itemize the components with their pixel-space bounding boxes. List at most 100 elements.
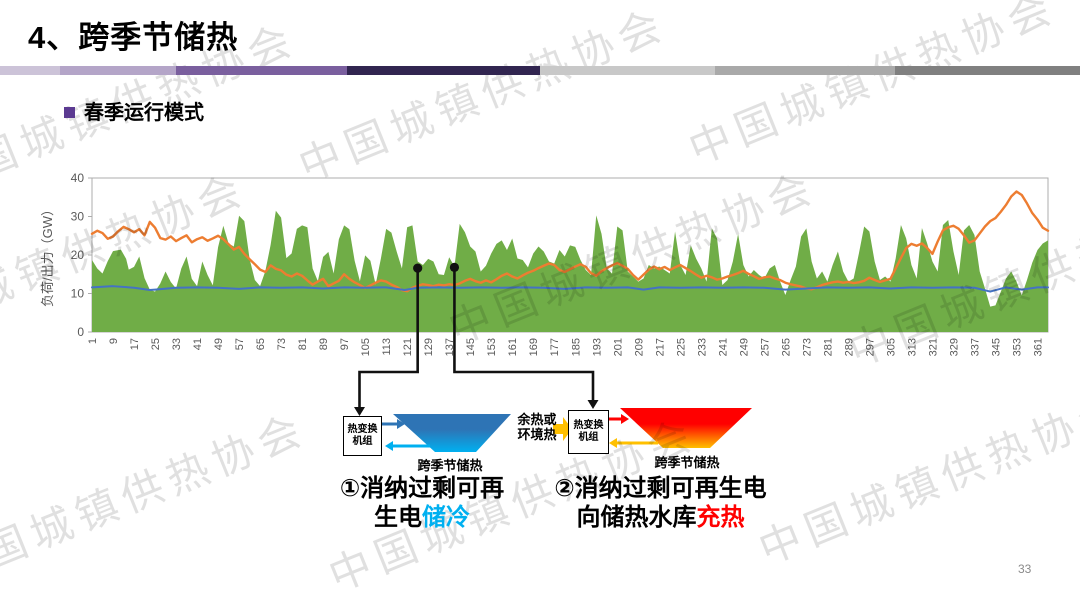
x-tick-label: 49 [213,338,225,350]
x-tick-label: 193 [591,338,603,356]
x-tick-label: 185 [570,338,582,356]
section-heading-label: 春季运行模式 [84,102,204,124]
series-blue-line [91,285,1049,293]
source-label-line1: 余热或 [517,412,557,427]
series-green-area [92,210,1048,332]
x-tick-label: 281 [822,338,834,356]
unit-box-label-line1: 热变换 [573,420,604,431]
x-tick-label: 113 [381,338,393,356]
x-tick-label: 177 [549,338,561,356]
title-divider-bar [0,66,1080,75]
y-tick-label: 0 [77,325,84,339]
x-tick-label: 225 [675,338,687,356]
page-number: 33 [1018,562,1032,576]
x-tick-label: 145 [465,338,477,356]
x-tick-label: 361 [1032,338,1044,356]
caption-line1: ①消纳过剩可再 [339,475,505,502]
x-tick-label: 153 [486,338,498,356]
x-tick-label: 241 [717,338,729,356]
caption-line2: 向储热水库充热 [576,504,745,531]
x-tick-label: 329 [948,338,960,356]
seasonal-storage-label-right: 跨季节储热 [654,455,720,470]
heat-exchange-unit-box-right: 热变换 机组 [568,410,609,454]
x-tick-label: 257 [759,338,771,356]
heat-exchange-unit-box-left: 热变换 机组 [343,416,382,456]
x-tick-label: 41 [192,338,204,350]
divider-segment [540,66,715,75]
x-tick-label: 33 [171,338,183,350]
unit-box-label-line2: 机组 [578,432,599,443]
callout-dot [413,263,423,273]
divider-segment [0,66,60,75]
x-tick-label: 217 [654,338,666,356]
slide-title: 4、跨季节储热 [28,20,239,55]
x-tick-label: 73 [276,338,288,350]
source-heat-arrow [553,417,572,441]
x-tick-label: 209 [633,338,645,356]
divider-segment [895,66,1080,75]
x-tick-label: 9 [108,338,120,344]
x-tick-label: 17 [129,338,141,350]
divider-segment [60,66,176,75]
x-tick-label: 313 [906,338,918,356]
y-tick-label: 30 [71,210,85,224]
charge-arrow-right-head [621,414,629,424]
divider-segment [176,66,347,75]
x-tick-label: 97 [339,338,351,350]
x-tick-label: 161 [507,338,519,356]
divider-segment [347,66,540,75]
x-tick-label: 273 [801,338,813,356]
callout-arrowhead [587,400,599,409]
x-tick-label: 81 [297,338,309,350]
y-axis-title: 负荷/出力（GW） [40,203,55,307]
x-tick-label: 265 [780,338,792,356]
caption-charge-heat: ②消纳过剩可再生电 向储热水库充热 [533,474,788,532]
x-tick-label: 105 [360,338,372,356]
source-label-line2: 环境热 [517,427,557,442]
x-tick-label: 1 [87,338,99,344]
x-tick-label: 57 [234,338,246,350]
callout-line [358,268,419,408]
x-tick-label: 169 [528,338,540,356]
x-tick-label: 321 [927,338,939,356]
unit-box-label-line2: 机组 [352,436,373,447]
callout-line [453,267,595,401]
cold-storage-tank [393,414,511,452]
x-tick-label: 297 [864,338,876,356]
x-tick-label: 121 [402,338,414,356]
x-tick-label: 89 [318,338,330,350]
x-tick-label: 25 [150,338,162,350]
section-heading: 春季运行模式 [64,96,204,125]
x-tick-label: 289 [843,338,855,356]
y-tick-label: 10 [71,287,85,301]
x-tick-label: 305 [885,338,897,356]
y-tick-label: 40 [71,171,85,185]
unit-box-label-line1: 热变换 [347,424,378,435]
x-tick-label: 249 [738,338,750,356]
x-tick-label: 233 [696,338,708,356]
x-tick-label: 65 [255,338,267,350]
callout-dot [449,262,460,272]
caption-store-cold: ①消纳过剩可再 生电储冷 [322,474,522,532]
x-tick-label: 353 [1011,338,1023,356]
heat-storage-tank [620,408,752,448]
return-arrow-left-head [385,441,393,451]
highlight-store-cold: 储冷 [422,504,470,531]
seasonal-storage-label-left: 跨季节储热 [417,458,483,473]
x-tick-label: 345 [990,338,1002,356]
highlight-charge-heat: 充热 [696,504,745,531]
series-orange-line [90,190,1050,293]
caption-line1: ②消纳过剩可再生电 [554,475,767,502]
divider-segment [715,66,895,75]
bullet-square-icon [64,107,75,118]
x-tick-label: 129 [423,338,435,356]
callout-arrowhead [354,407,365,416]
charge-arrow-left-head [397,419,405,429]
waste-heat-source-label: 余热或 环境热 [516,412,558,442]
caption-line2: 生电储冷 [374,504,470,531]
y-tick-label: 20 [71,248,85,262]
return-arrow-right-head [609,438,617,448]
x-tick-label: 201 [612,338,624,356]
x-tick-label: 337 [969,338,981,356]
